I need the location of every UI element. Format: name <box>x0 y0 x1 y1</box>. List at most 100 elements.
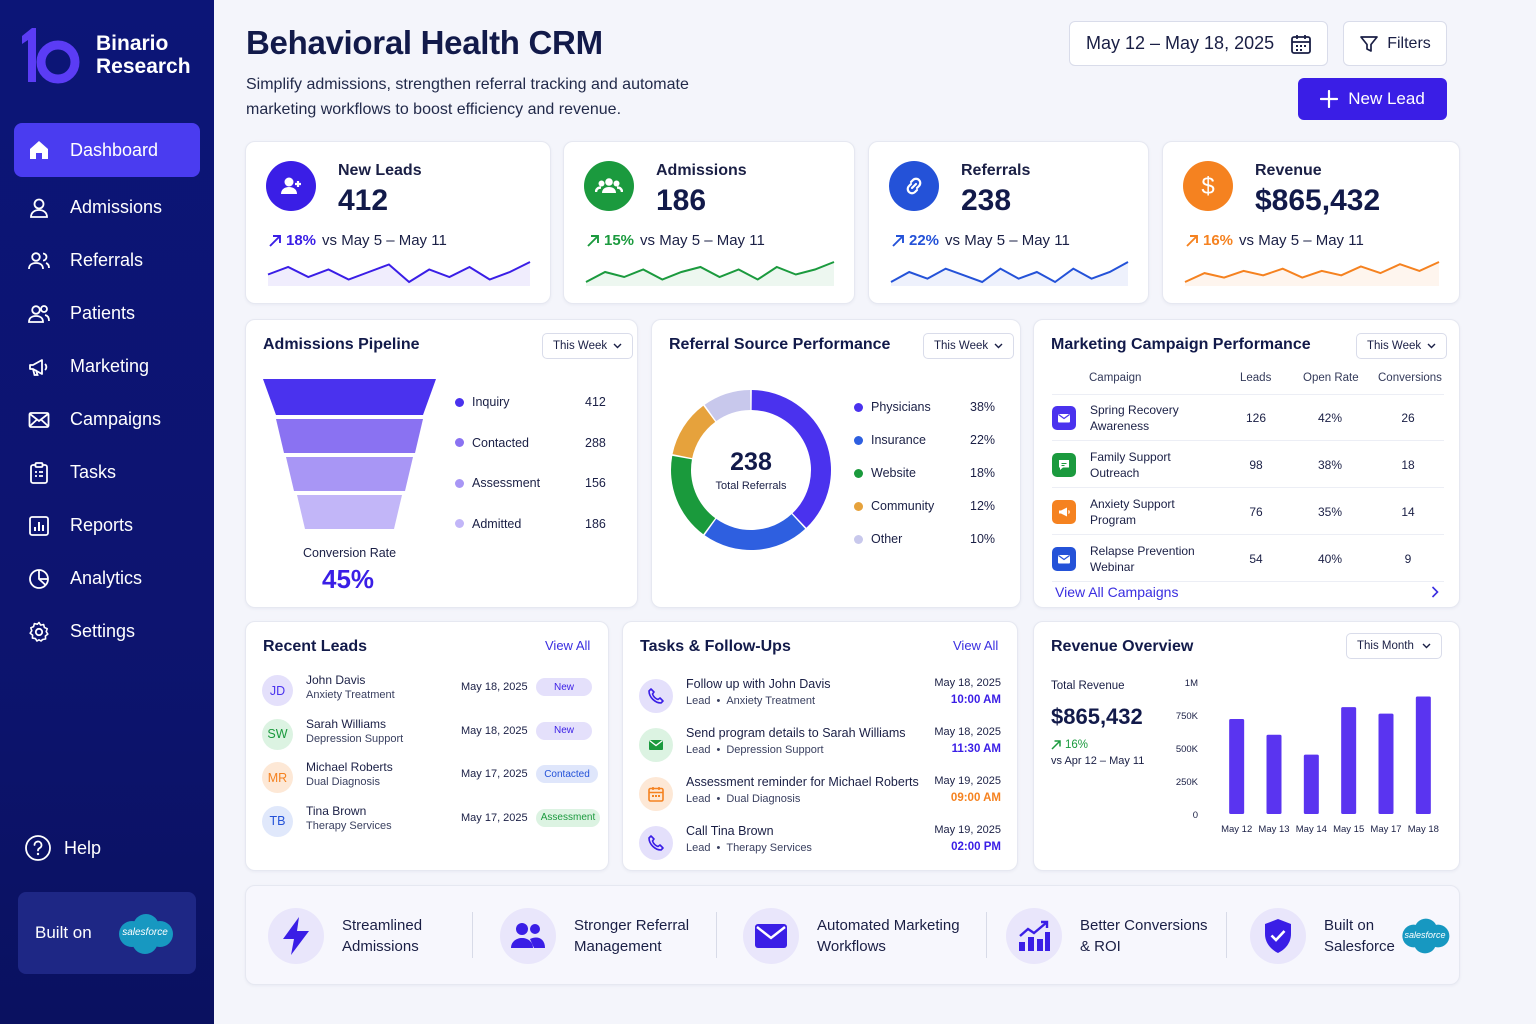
feature-streamlined: Streamlined Admissions <box>268 908 422 964</box>
campaign-conversions: 14 <box>1401 504 1415 519</box>
trend-up-icon <box>268 234 282 248</box>
sidebar-item-tasks[interactable]: Tasks <box>14 446 200 499</box>
donut-slice-website[interactable] <box>671 455 716 535</box>
revenue-trend-pct: 16% <box>1065 739 1089 751</box>
kpi-card-referrals[interactable]: Referrals 238 22% vs May 5 – May 11 <box>868 141 1149 304</box>
kpi-sparkline <box>267 261 531 286</box>
bullet-separator-icon: • <box>716 842 721 854</box>
sidebar-item-referrals[interactable]: Referrals <box>14 234 200 287</box>
chevron-right-icon[interactable] <box>1431 586 1439 598</box>
kpi-compare: vs May 5 – May 11 <box>1239 232 1364 249</box>
kpi-label: Revenue <box>1255 162 1322 179</box>
kpi-card-new-leads[interactable]: New Leads 412 18% vs May 5 – May 11 <box>245 141 551 304</box>
x-tick-label: May 17 <box>1370 824 1401 835</box>
user-icon <box>26 195 52 221</box>
sidebar-item-dashboard[interactable]: Dashboard <box>14 123 200 177</box>
lead-row[interactable]: SW Sarah Williams Depression Support May 18… <box>262 717 602 757</box>
kpi-card-revenue[interactable]: $ Revenue $865,432 16% vs May 5 – May 11 <box>1162 141 1460 304</box>
feature-text: Automated Marketing Workflows <box>817 915 960 957</box>
x-tick-label: May 12 <box>1221 824 1252 835</box>
brand-logo[interactable]: Binario Research <box>18 24 191 86</box>
kpi-sparkline <box>1184 261 1440 286</box>
funnel-stage-admitted[interactable] <box>297 495 402 529</box>
lead-row[interactable]: TB Tina Brown Therapy Services May 17, 2025… <box>262 804 602 844</box>
sidebar-item-label: Admissions <box>70 197 163 217</box>
help-link[interactable]: Help <box>24 834 101 862</box>
sidebar-item-marketing[interactable]: Marketing <box>14 340 200 393</box>
revenue-bar[interactable] <box>1415 696 1431 814</box>
lead-name: Tina Brown <box>306 803 367 818</box>
recent-leads-card: Recent Leads View All JD John Davis Anxiet… <box>245 621 609 871</box>
donut-slice-insurance[interactable] <box>704 514 806 550</box>
kpi-value: 238 <box>961 184 1012 217</box>
lead-name: Michael Roberts <box>306 760 393 774</box>
task-row[interactable]: Follow up with John Davis Lead • Anxiety Tr… <box>639 677 1005 721</box>
built-on-salesforce: Built on salesforce <box>18 892 196 974</box>
brand-name-line2: Research <box>96 55 191 78</box>
pipeline-period-select[interactable]: This Week <box>542 333 634 359</box>
campaign-name: Relapse Prevention Webinar <box>1090 543 1195 574</box>
revenue-compare-label: vs Apr 12 – May 11 <box>1051 755 1145 767</box>
kpi-sparkline <box>890 261 1129 286</box>
campaign-leads: 126 <box>1245 410 1267 425</box>
campaign-row[interactable]: Spring Recovery Awareness 126 42% 26 <box>1052 395 1444 441</box>
kpi-trend: 15% vs May 5 – May 11 <box>586 232 765 249</box>
lead-row[interactable]: MR Michael Roberts Dual Diagnosis May 17, 2… <box>262 760 602 800</box>
sidebar-item-patients[interactable]: Patients <box>14 287 200 340</box>
revenue-bar[interactable] <box>1229 718 1245 814</box>
revenue-period-select[interactable]: This Month <box>1346 633 1442 659</box>
sidebar-item-admissions[interactable]: Admissions <box>14 181 200 234</box>
total-revenue-value: $865,432 <box>1051 704 1143 729</box>
lead-date: May 18, 2025 <box>461 724 528 737</box>
donut-slice-physicians[interactable] <box>751 390 831 528</box>
kpi-card-admissions[interactable]: Admissions 186 15% vs May 5 – May 11 <box>563 141 855 304</box>
donut-slice-community[interactable] <box>672 405 716 459</box>
date-range-label: May 12 – May 18, 2025 <box>1086 33 1275 53</box>
campaign-leads: 98 <box>1249 457 1263 472</box>
view-all-campaigns-link[interactable]: View All Campaigns <box>1055 584 1179 600</box>
revenue-bar[interactable] <box>1378 713 1394 814</box>
filters-button[interactable]: Filters <box>1343 21 1447 66</box>
task-row[interactable]: Assessment reminder for Michael Roberts L… <box>639 775 1005 819</box>
funnel-stage-inquiry[interactable] <box>263 379 436 415</box>
sidebar-item-label: Dashboard <box>70 139 159 160</box>
campaign-row[interactable]: Relapse Prevention Webinar 54 40% 9 <box>1052 536 1444 582</box>
funnel-stage-contacted[interactable] <box>276 419 423 453</box>
lead-row[interactable]: JD John Davis Anxiety Treatment May 18, 202… <box>262 673 602 713</box>
sidebar-item-reports[interactable]: Reports <box>14 499 200 552</box>
revenue-bar[interactable] <box>1341 707 1357 814</box>
task-time: 11:30 AM <box>951 743 1001 755</box>
tasks-view-all-link[interactable]: View All <box>953 638 999 653</box>
mail-icon <box>26 407 52 433</box>
sidebar-item-label: Analytics <box>70 568 143 588</box>
task-date: May 18, 2025 <box>934 677 1001 689</box>
new-lead-button[interactable]: New Lead <box>1298 78 1447 120</box>
task-meta: Lead • Therapy Services <box>686 842 812 854</box>
kpi-label: Admissions <box>656 162 747 179</box>
legend-label: Assessment <box>472 476 541 490</box>
sparkline-line <box>267 261 531 284</box>
funnel-stage-assessment[interactable] <box>286 457 413 491</box>
recent-leads-view-all-link[interactable]: View All <box>545 638 591 653</box>
sidebar-item-campaigns[interactable]: Campaigns <box>14 393 200 446</box>
status-badge: Contacted <box>536 765 598 783</box>
feature-line1: Automated Marketing <box>817 917 960 934</box>
y-tick-label: 500K <box>1176 744 1199 755</box>
task-row[interactable]: Send program details to Sarah Williams Le… <box>639 726 1005 770</box>
revenue-bar[interactable] <box>1303 754 1319 814</box>
sidebar-item-settings[interactable]: Settings <box>14 605 200 658</box>
donut-slice-other[interactable] <box>704 390 751 422</box>
pipeline-period-label: This Week <box>553 340 608 352</box>
built-on-label: Built on <box>35 923 92 942</box>
task-row[interactable]: Call Tina Brown Lead • Therapy Services May … <box>639 824 1005 868</box>
kpi-trend-pct: 22% <box>909 232 940 249</box>
campaign-row[interactable]: Anxiety Support Program 76 35% 14 <box>1052 489 1444 535</box>
date-range-picker[interactable]: May 12 – May 18, 2025 <box>1069 21 1328 66</box>
salesforce-logo-text: salesforce <box>122 927 168 938</box>
revenue-bar[interactable] <box>1266 734 1282 814</box>
campaign-period-select[interactable]: This Week <box>1356 333 1448 359</box>
sidebar-item-analytics[interactable]: Analytics <box>14 552 200 605</box>
campaign-row[interactable]: Family Support Outreach 98 38% 18 <box>1052 442 1444 488</box>
referral-period-select[interactable]: This Week <box>923 333 1015 359</box>
pipeline-legend-assessment: Assessment 156 <box>455 476 615 490</box>
